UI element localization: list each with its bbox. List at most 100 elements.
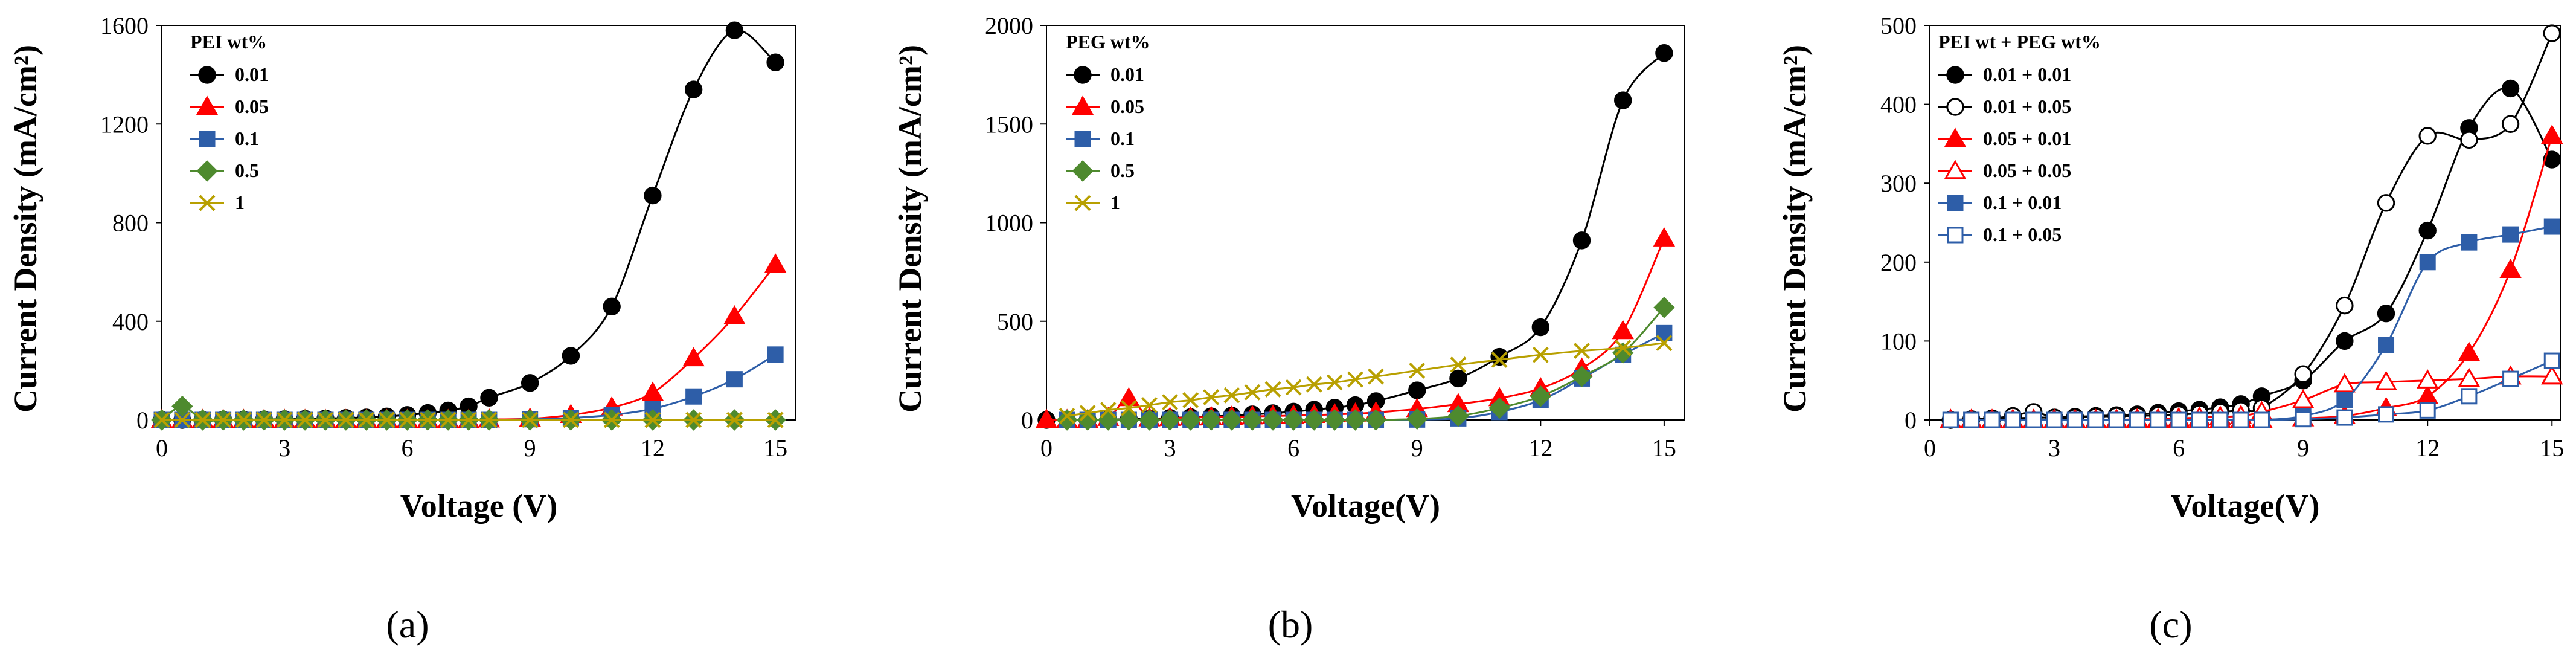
legend-label: 0.1 [1110,127,1135,149]
y-tick-label: 500 [997,308,1033,335]
data-point [1532,346,1549,363]
data-point [2458,367,2481,387]
data-point [2375,370,2397,390]
data-point [2336,296,2354,315]
x-tick-label: 3 [278,434,290,462]
legend-label: 0.01 + 0.01 [1983,63,2071,85]
data-point [1203,389,1220,405]
legend-label: 0.01 [235,63,269,85]
x-tick-label: 0 [156,434,168,462]
data-point [2066,411,2083,428]
legend-label: 0.5 [235,160,259,181]
data-point [1138,409,1161,431]
data-point [2292,389,2315,408]
data-point [1653,227,1676,247]
legend-label: 0.01 + 0.05 [1983,95,2071,117]
legend-marker [196,95,219,115]
data-point [1655,44,1673,62]
x-axis-label: Voltage(V) [1291,488,1440,524]
data-point [1347,371,1363,388]
data-point [766,53,784,71]
legend-title: PEI wt% [190,31,267,53]
data-point [1035,408,1058,428]
data-point [2336,332,2354,350]
panel-label: (a) [386,603,429,646]
legend-marker [1074,131,1091,147]
data-point [2543,24,2561,42]
data-point [1530,385,1552,407]
data-point [2377,304,2395,323]
data-point [1118,387,1140,407]
data-point [2502,226,2519,243]
data-point [2499,259,2522,279]
data-point [726,371,743,388]
legend-label: 0.05 + 0.01 [1983,127,2071,149]
data-point [725,21,744,39]
legend-label: 0.05 [235,95,269,117]
data-point [1612,320,1634,340]
series-1 [153,411,784,428]
data-point [255,411,272,428]
legend-marker [198,66,216,84]
data-point [764,253,787,273]
data-point [2336,392,2353,408]
chart-panel-2: 0 3 6 9 12 15 0 500 1000 1500 2000 Voltage(V) Curren… [892,12,1685,646]
y-tick-label: 1200 [100,111,149,138]
data-point [1447,405,1469,427]
data-point [1242,409,1263,431]
x-axis-label: Voltage (V) [400,488,557,524]
y-tick-label: 0 [136,407,149,434]
data-point [2541,124,2563,144]
data-point [562,347,580,365]
data-point [419,411,436,428]
data-point [2417,369,2439,389]
legend-label: 1 [235,192,245,213]
data-point [1963,411,1980,428]
data-point [174,411,191,428]
data-point [1409,362,1426,379]
series-0-5 [1056,297,1675,431]
series-0-1-0-05 [1942,352,2560,428]
data-point [1984,411,2001,428]
panel-label: (b) [1268,603,1313,646]
data-point [1571,366,1593,387]
chart-panel-1: 0 3 6 9 12 15 0 400 800 1200 1600 Voltage (V) Curren… [7,12,796,646]
data-point [2253,411,2270,428]
data-point [317,411,334,428]
data-point [1656,335,1673,352]
data-point [1614,91,1632,109]
data-point [1942,411,1959,428]
y-tick-label: 2000 [985,12,1033,39]
x-tick-label: 0 [1924,434,1936,462]
y-tick-label: 1600 [100,12,149,39]
data-point [2543,150,2561,169]
data-point [2502,370,2519,387]
y-tick-label: 400 [1880,91,1917,118]
data-point [603,411,620,428]
y-tick-label: 400 [112,308,149,335]
x-tick-label: 6 [2173,434,2185,462]
y-tick-label: 100 [1880,327,1917,355]
data-point [2295,411,2312,428]
data-point [1264,381,1281,398]
data-point [682,347,705,367]
data-point [1079,405,1096,421]
data-point [1283,409,1304,431]
data-point [460,411,477,428]
x-axis-label: Voltage(V) [2171,488,2320,524]
legend-marker [1947,227,1964,244]
data-point [2232,411,2249,428]
data-point [2170,411,2187,428]
legend-label: 0.5 [1110,160,1135,181]
data-point [1118,409,1140,431]
data-point [1162,394,1178,411]
legend-label: 0.05 [1110,95,1144,117]
legend-label: 0.1 + 0.01 [1983,192,2062,213]
data-point [1449,369,1467,388]
data-point [2378,337,2395,353]
legend-label: 0.05 + 0.05 [1983,160,2071,181]
data-point [2461,234,2478,251]
data-point [1490,347,1508,366]
x-tick-label: 3 [2048,434,2060,462]
legend-marker [1947,195,1964,211]
